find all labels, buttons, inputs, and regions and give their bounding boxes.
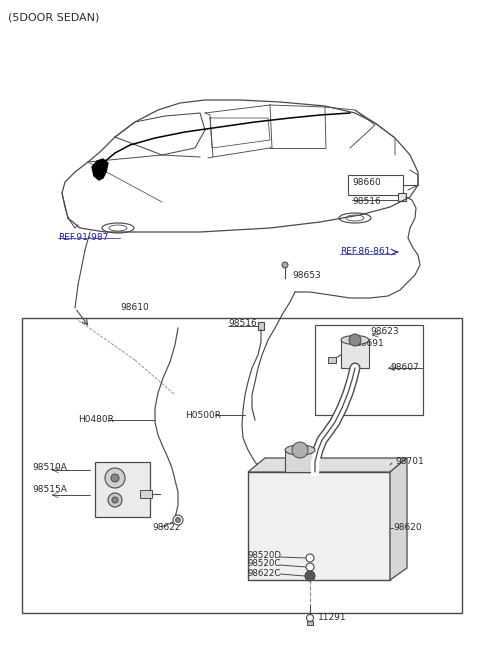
Text: REF.91-987: REF.91-987 [58, 232, 108, 241]
Text: 98520D: 98520D [248, 550, 282, 559]
Circle shape [292, 442, 308, 458]
Bar [285, 450, 315, 472]
Circle shape [305, 571, 315, 581]
Text: H0500R: H0500R [185, 411, 221, 419]
Polygon shape [390, 458, 407, 580]
Bar [258, 322, 264, 330]
Circle shape [306, 554, 314, 562]
Circle shape [105, 468, 125, 488]
Bar [315, 325, 423, 415]
Text: 98623: 98623 [370, 328, 398, 336]
Bar [248, 472, 390, 580]
Text: REF.86-861: REF.86-861 [340, 247, 390, 256]
Circle shape [349, 334, 361, 346]
Text: H0480R: H0480R [78, 415, 114, 424]
Bar [348, 175, 403, 195]
Text: 98660: 98660 [352, 178, 381, 187]
Text: 98622C: 98622C [248, 569, 281, 578]
Text: 98607: 98607 [390, 363, 419, 373]
Text: 98516: 98516 [352, 197, 381, 206]
Circle shape [282, 262, 288, 268]
Ellipse shape [341, 336, 369, 345]
Circle shape [111, 474, 119, 482]
Circle shape [173, 515, 183, 525]
Bar [398, 193, 406, 201]
Text: 98610: 98610 [120, 304, 149, 313]
Bar [341, 340, 369, 368]
Text: 98622: 98622 [152, 522, 180, 532]
Text: (5DOOR SEDAN): (5DOOR SEDAN) [8, 12, 99, 22]
Text: 98701: 98701 [395, 458, 424, 467]
Bar [307, 621, 313, 625]
Bar [140, 490, 152, 498]
Text: 98510A: 98510A [32, 463, 67, 472]
Polygon shape [92, 159, 108, 180]
Bar [22, 318, 462, 613]
Text: 98520C: 98520C [248, 559, 281, 569]
Text: 98516: 98516 [228, 319, 257, 328]
Ellipse shape [285, 445, 315, 455]
Text: 98653: 98653 [292, 271, 321, 280]
Circle shape [108, 493, 122, 507]
Circle shape [306, 563, 314, 571]
Text: 86691: 86691 [355, 339, 384, 349]
Circle shape [112, 497, 118, 503]
Text: 11291: 11291 [318, 613, 347, 622]
Text: 98515A: 98515A [32, 485, 67, 495]
Polygon shape [248, 458, 407, 472]
Bar [95, 462, 150, 517]
Circle shape [307, 615, 313, 622]
Bar [328, 357, 336, 363]
Text: 98620: 98620 [393, 524, 421, 532]
Circle shape [176, 517, 180, 522]
